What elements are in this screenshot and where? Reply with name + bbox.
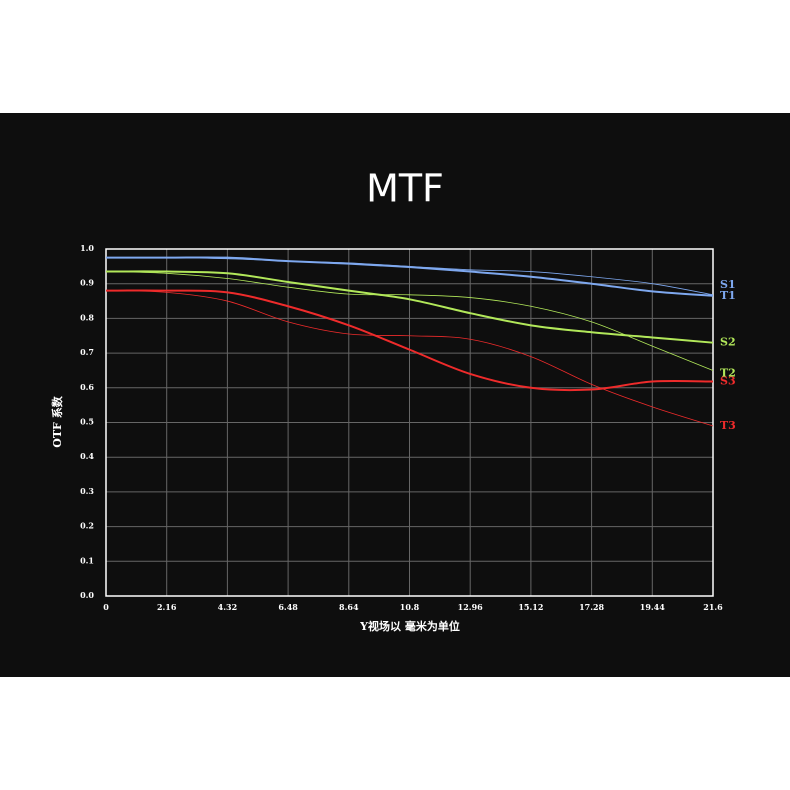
series-label: T3 <box>720 419 736 432</box>
plot-frame <box>105 248 714 597</box>
panel <box>0 113 790 677</box>
series-line <box>105 270 714 344</box>
x-tick-label: 10.8 <box>400 602 420 612</box>
y-tick-label: 0.5 <box>80 417 94 427</box>
series-label: S1 <box>720 278 736 291</box>
y-tick-label: 0.4 <box>80 451 94 461</box>
y-tick-label: 0.7 <box>80 347 94 357</box>
x-tick-label: 2.16 <box>157 602 177 612</box>
series-label: T2 <box>720 366 736 379</box>
y-tick-label: 0.8 <box>80 312 94 322</box>
series-label: S3 <box>720 375 736 388</box>
y-tick-label: 0.2 <box>80 521 94 531</box>
x-tick-label: 0 <box>103 602 109 612</box>
series-label: S2 <box>720 336 736 349</box>
y-tick-label: 0.6 <box>80 382 94 392</box>
y-tick-label: 0.0 <box>80 590 94 600</box>
x-tick-label: 21.6 <box>703 602 723 612</box>
series-line <box>106 256 714 297</box>
series-line <box>105 257 714 296</box>
x-axis-label: Y视场以 毫米为单位 <box>359 619 460 633</box>
y-tick-label: 0.3 <box>80 486 94 496</box>
series-line <box>105 289 714 392</box>
series-label: T1 <box>720 289 736 302</box>
x-tick-label: 15.12 <box>518 602 543 612</box>
x-tick-label: 6.48 <box>278 602 298 612</box>
chart-title: MTF <box>366 167 444 211</box>
series-line <box>105 271 714 371</box>
y-tick-label: 1.0 <box>80 243 94 253</box>
y-axis-label: OTF 系数 <box>50 395 64 447</box>
series-line <box>105 290 714 427</box>
y-tick-label: 0.9 <box>80 278 94 288</box>
x-tick-label: 19.44 <box>640 602 665 612</box>
x-tick-label: 8.64 <box>339 602 359 612</box>
x-tick-label: 17.28 <box>579 602 604 612</box>
y-tick-label: 0.1 <box>80 555 94 565</box>
x-tick-label: 12.96 <box>458 602 483 612</box>
x-tick-label: 4.32 <box>218 602 237 612</box>
